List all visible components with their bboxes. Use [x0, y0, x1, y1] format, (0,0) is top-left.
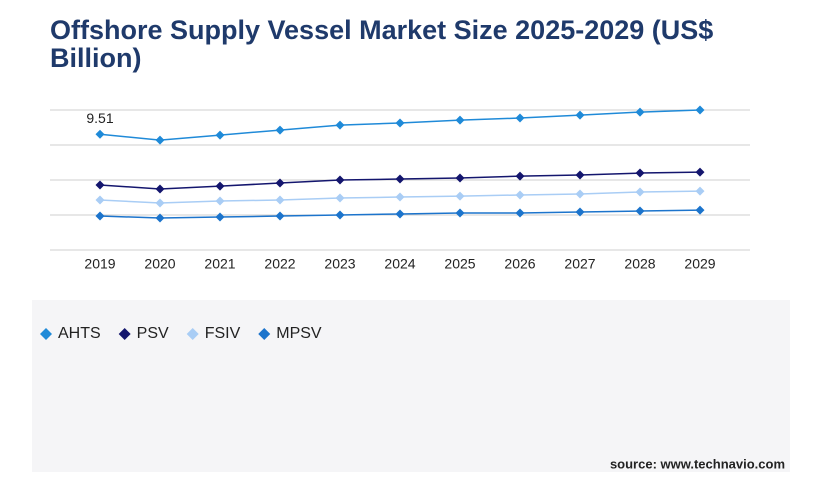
legend-label: MPSV: [276, 325, 322, 342]
x-tick-label: 2023: [324, 256, 355, 272]
point: [695, 105, 705, 115]
point: [155, 135, 165, 145]
legend-label: PSV: [137, 325, 169, 342]
point: [215, 196, 225, 206]
point: [635, 206, 645, 216]
point: [635, 168, 645, 178]
point: [695, 167, 705, 177]
point: [395, 209, 405, 219]
x-tick-label: 2020: [144, 256, 175, 272]
point: [335, 175, 345, 185]
point: [455, 191, 465, 201]
source: source: www.technavio.com: [610, 456, 785, 471]
point: [455, 173, 465, 183]
x-tick-label: 2024: [384, 256, 415, 272]
legend-label: FSIV: [205, 325, 241, 342]
data-label: 9.51: [86, 110, 113, 126]
x-tick-label: 2029: [684, 256, 715, 272]
point: [635, 187, 645, 197]
point: [95, 195, 105, 205]
point: [275, 178, 285, 188]
chart-title: Offshore Supply Vessel Market Size 2025-…: [50, 15, 713, 73]
x-tick-label: 2028: [624, 256, 655, 272]
point: [455, 115, 465, 125]
point: [215, 212, 225, 222]
point: [335, 193, 345, 203]
point: [455, 208, 465, 218]
point: [575, 189, 585, 199]
legend-marker: [186, 328, 199, 340]
point: [155, 213, 165, 223]
point: [275, 195, 285, 205]
x-tick-label: 2026: [504, 256, 535, 272]
x-tick-label: 2025: [444, 256, 475, 272]
point: [275, 211, 285, 221]
point: [515, 171, 525, 181]
point: [515, 208, 525, 218]
point: [515, 113, 525, 123]
point: [575, 170, 585, 180]
legend-panel: [32, 300, 790, 472]
point: [575, 207, 585, 217]
point: [275, 125, 285, 135]
x-tick-label: 2019: [84, 256, 115, 272]
x-tick-label: 2022: [264, 256, 295, 272]
legend-marker: [118, 328, 131, 340]
point: [95, 180, 105, 190]
point: [395, 174, 405, 184]
point: [95, 211, 105, 221]
point: [215, 181, 225, 191]
point: [335, 210, 345, 220]
point: [515, 190, 525, 200]
legend-label: AHTS: [58, 325, 101, 342]
point: [155, 198, 165, 208]
legend-marker: [258, 328, 271, 340]
point: [575, 110, 585, 120]
point: [335, 120, 345, 130]
point: [695, 205, 705, 215]
point: [95, 129, 105, 139]
point: [155, 184, 165, 194]
point: [635, 107, 645, 117]
point: [215, 130, 225, 140]
x-tick-label: 2021: [204, 256, 235, 272]
legend-marker: [40, 328, 52, 340]
x-tick-label: 2027: [564, 256, 595, 272]
point: [395, 118, 405, 128]
point: [695, 186, 705, 196]
point: [395, 192, 405, 202]
